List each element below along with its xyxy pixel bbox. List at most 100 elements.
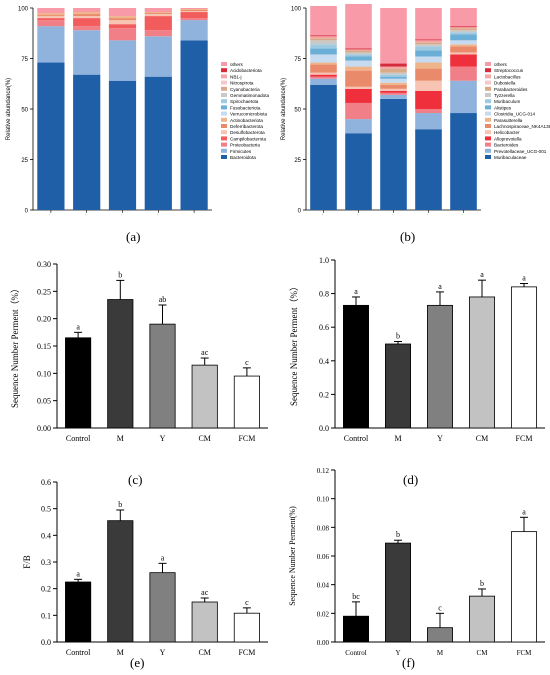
stack-segment-alloprevotella — [345, 88, 372, 103]
panel-label-c: (c) — [128, 472, 143, 487]
legend-label: Alistipes — [494, 105, 512, 110]
panel-label-e: (e) — [130, 655, 145, 670]
legend-label: Streptococcus — [494, 68, 524, 73]
bar-cm — [191, 601, 218, 643]
bar-control — [65, 337, 92, 429]
bar-fcm — [233, 375, 260, 429]
stack-segment-lactobacillus — [415, 40, 442, 43]
stack-segment-clostridia-ucg-014 — [310, 54, 337, 63]
panel-label-f: (f) — [402, 655, 415, 670]
stack-segment-prevotellaceae-ucg-001 — [310, 78, 337, 85]
bar-cm — [191, 364, 218, 429]
legend-swatch — [221, 93, 227, 97]
y-axis-title: Relative abundance(%) — [6, 78, 12, 140]
x-tick-label: CM — [198, 648, 210, 657]
x-tick-label: M — [394, 434, 401, 443]
y-tick-label: 0.6 — [319, 323, 329, 332]
stack-segment-muribaculum — [345, 54, 372, 57]
y-tick-label: 0.05 — [37, 397, 51, 406]
stack-segment-parasutterella — [380, 82, 407, 85]
legend-swatch — [221, 130, 227, 135]
y-tick-label: 75 — [21, 57, 28, 63]
x-tick-label: CM — [151, 214, 162, 215]
stack-segment-campilobacterota — [180, 12, 208, 19]
significance-letter: bc — [352, 592, 360, 601]
x-tick-label: FCM — [517, 649, 533, 657]
stack-segment-clostridia-ucg-014 — [345, 60, 372, 67]
x-tick-label: M — [118, 214, 126, 215]
stack-segment-muribaculum — [380, 74, 407, 77]
stack-segment-others — [108, 8, 137, 17]
y-tick-label: 0.4 — [319, 357, 329, 366]
legend-swatch — [485, 93, 491, 97]
legend-label: Lactobacillus — [494, 74, 521, 79]
y-axis-title: F/B — [22, 555, 32, 569]
panel-label-d: (d) — [403, 472, 419, 487]
stack-segment-bacteroides — [415, 109, 442, 114]
stack-segment-campilobacterota — [108, 24, 137, 29]
stack-segment-others — [380, 8, 407, 64]
legend-swatch — [485, 155, 491, 159]
significance-letter: ac — [201, 588, 209, 597]
y-tick-label: 0.8 — [319, 290, 329, 299]
legend-label: Nitrospirota — [230, 81, 254, 86]
chart-e-bar: 0.0 0.1 0.2 0.3 0.4 0.5 0.6 F/B a Control b Ma Yac CM… — [22, 478, 268, 657]
chart-d-bar: 0.0 0.2 0.4 0.6 0.8 1.0 Sequence Number Permen… — [289, 256, 545, 443]
significance-letter: a — [522, 274, 526, 283]
stack-segment-desulfobacterota — [144, 14, 172, 17]
significance-letter: c — [245, 358, 249, 367]
stack-segment-parabacteroides — [310, 38, 337, 41]
y-tick-label: 0.20 — [37, 315, 51, 324]
x-tick-label: FCM — [185, 214, 198, 215]
chart-f-bar: 0.00 0.02 0.04 0.06 0.08 0.10 0.12 Sequence Num… — [288, 467, 545, 657]
x-tick-label: Control — [38, 214, 55, 215]
y-tick-label: 0.0 — [41, 638, 51, 647]
x-tick-label: Y — [355, 214, 362, 215]
stack-segment-alistipes — [345, 56, 372, 61]
stack-segment-muribaculaceae — [450, 113, 477, 210]
stack-segment-alloprevotella — [380, 90, 407, 93]
x-tick-label: Control — [66, 434, 91, 443]
y-tick-label: 0.10 — [37, 369, 51, 378]
legend-label: Parabacteroides — [494, 87, 528, 92]
y-tick-label: 1.0 — [319, 256, 329, 265]
stack-segment-actinobacteriota — [180, 9, 208, 11]
chart-a-stacked-phylum: 0 25 50 75 100 Relative abundance(%) Control Y M… — [6, 7, 270, 216]
legend-label: Firmicutes — [230, 149, 252, 154]
legend-label: Verrucomicrobiota — [230, 112, 267, 117]
significance-letter: a — [161, 553, 165, 562]
stack-segment-firmicutes — [108, 40, 137, 81]
legend-swatch — [221, 80, 227, 85]
legend-label: Muribaculaceae — [494, 155, 527, 160]
x-tick-label: Control — [344, 434, 369, 443]
stack-segment-bacteroidota — [37, 62, 65, 210]
legend-swatch — [221, 111, 227, 116]
x-tick-label: FCM — [454, 214, 467, 215]
x-tick-label: M — [117, 434, 124, 443]
y-tick-label: 25 — [294, 158, 301, 164]
bar-m — [426, 627, 453, 643]
y-tick-label: 0.15 — [37, 342, 51, 351]
legend-label: Prevotellaceae_UCG-001 — [494, 149, 547, 154]
stack-segment-lactobacillus — [380, 66, 407, 69]
stack-segment-desulfobacterota — [180, 11, 208, 13]
legend-swatch — [485, 105, 491, 110]
y-tick-label: 0.04 — [317, 582, 330, 590]
y-axis-title: Relative abundance(%) — [281, 78, 287, 140]
stack-segment-streptococcus — [450, 26, 477, 28]
bar-y — [426, 304, 453, 429]
panel-label-b: (b) — [400, 229, 416, 244]
bar-m — [385, 343, 412, 429]
stack-segment-parasutterella — [345, 66, 372, 71]
bar-control — [65, 581, 92, 643]
bar-fcm — [510, 531, 537, 643]
legend-swatch — [221, 62, 227, 66]
x-tick-label: FCM — [516, 434, 533, 443]
y-tick-label: 0.0 — [319, 424, 329, 433]
stack-segment-bacteroides — [450, 66, 477, 81]
legend-swatch — [485, 124, 491, 128]
stack-segment-bacteroidota — [144, 76, 172, 211]
y-tick-label: 0.10 — [317, 496, 330, 504]
stack-segment-others — [37, 8, 65, 14]
x-tick-label: FCM — [238, 648, 255, 657]
